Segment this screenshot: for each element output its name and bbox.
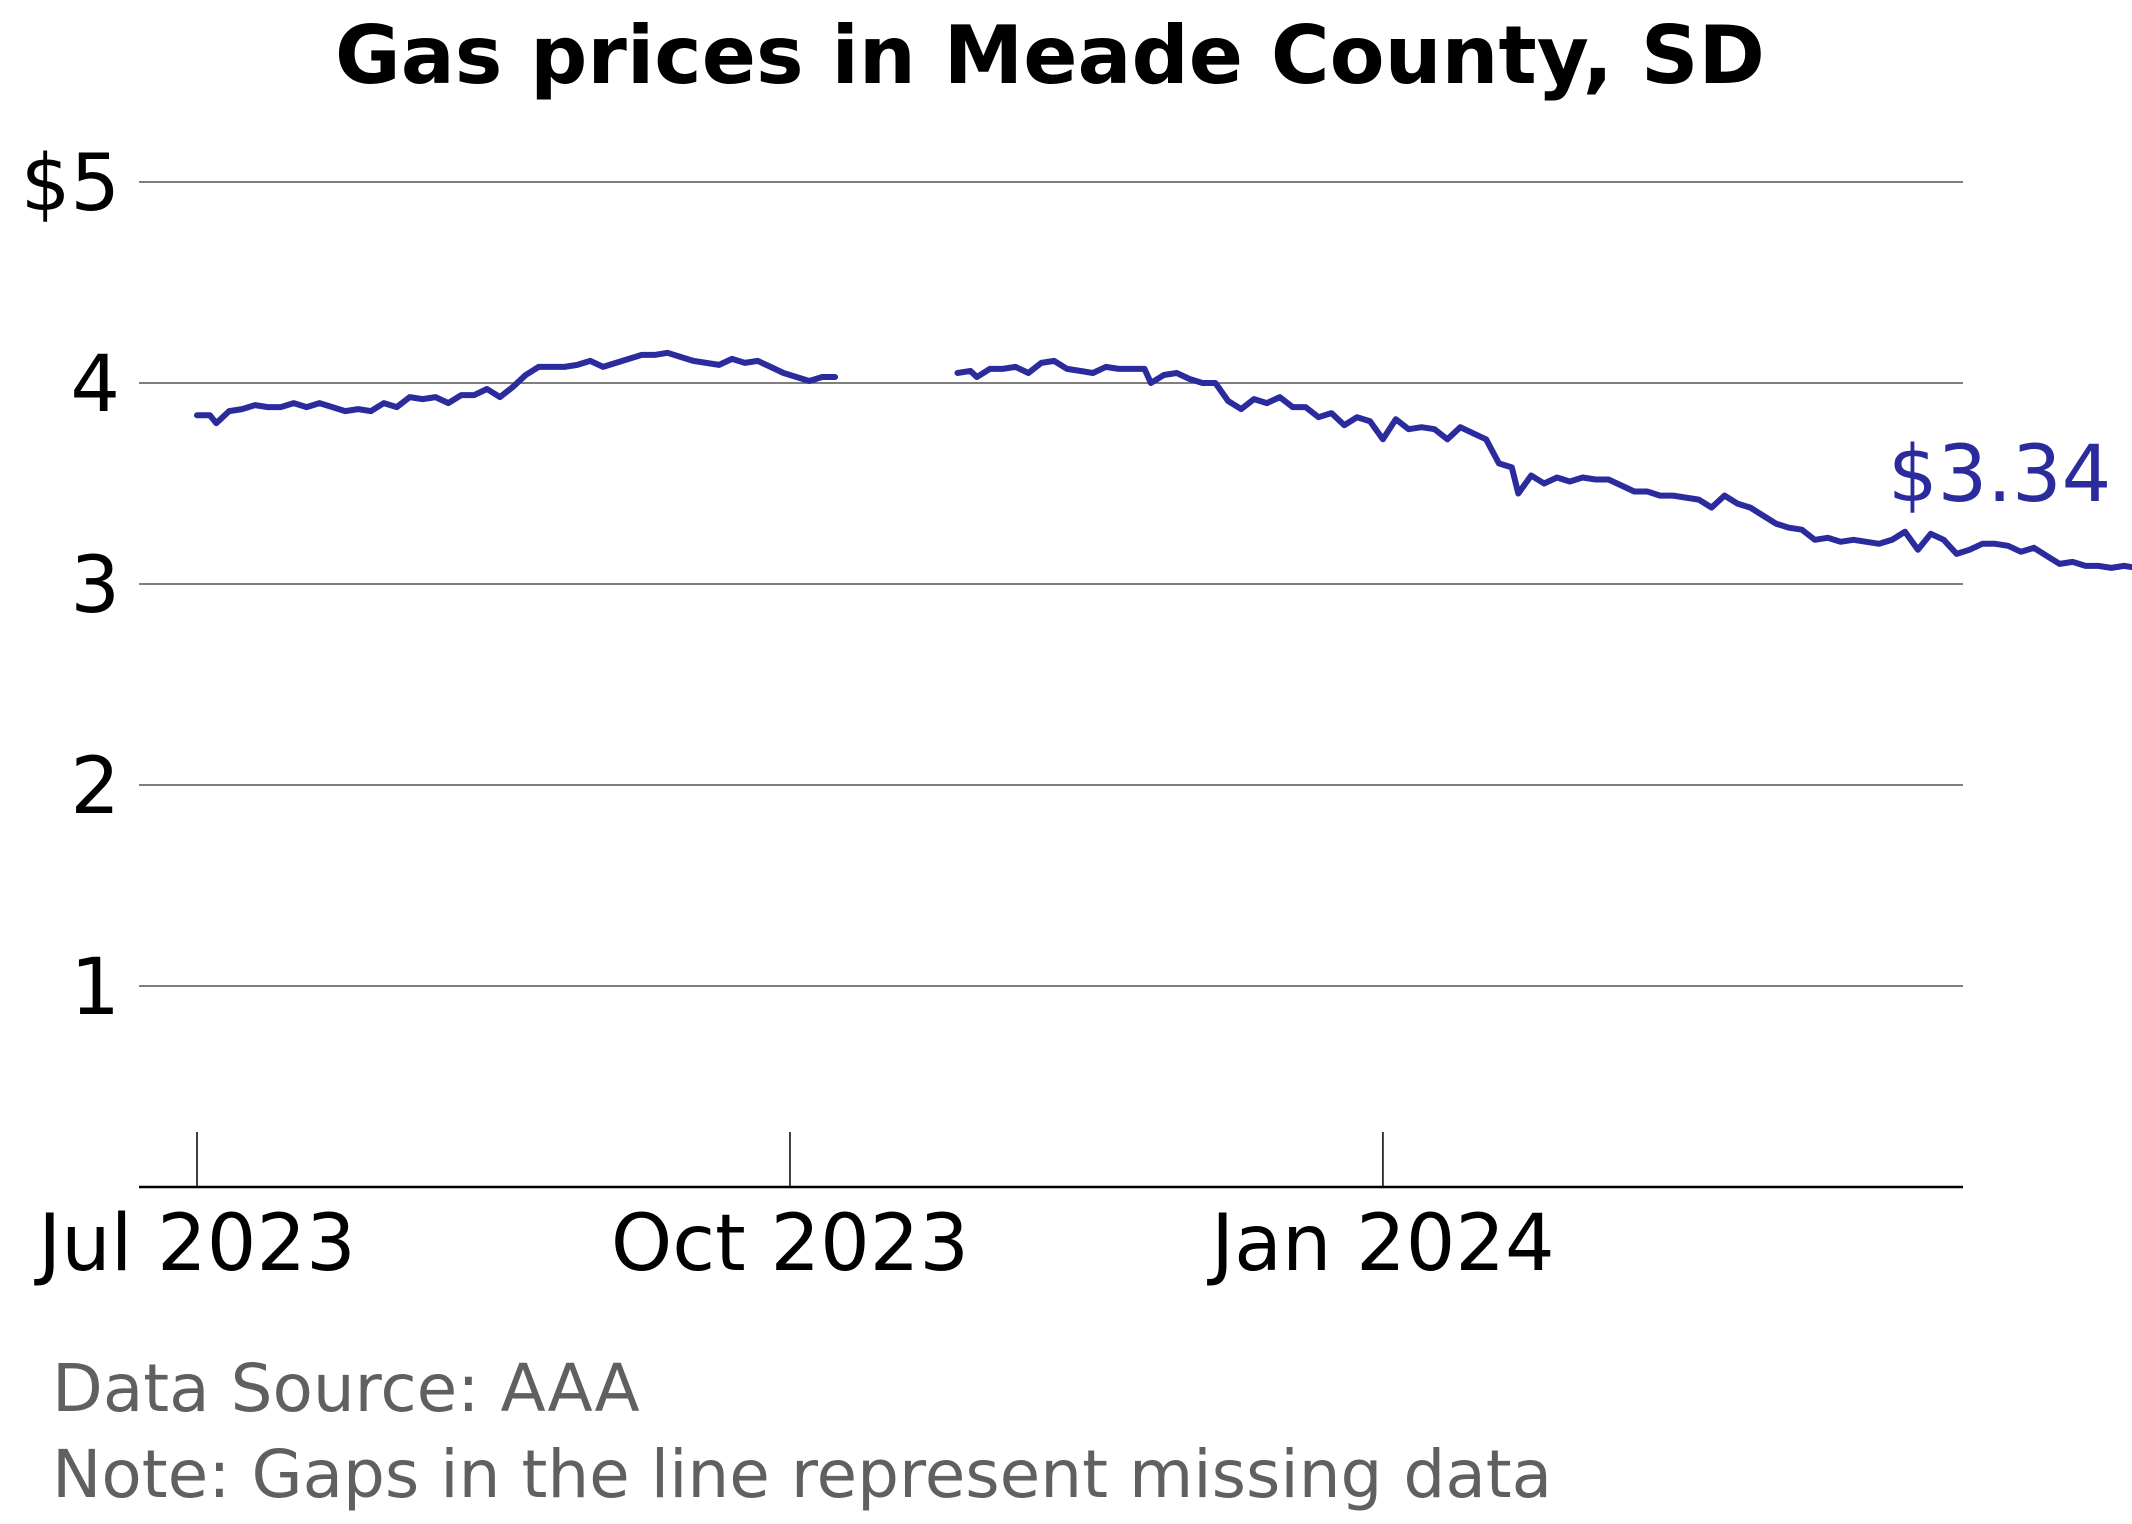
x-tick-label: Oct 2023 bbox=[611, 1199, 969, 1289]
y-tick-label: 4 bbox=[70, 340, 120, 430]
price-line bbox=[194, 349, 2132, 571]
series-line-segment bbox=[954, 357, 2132, 571]
y-tick-label: $5 bbox=[21, 139, 120, 229]
grid-lines bbox=[139, 181, 1963, 987]
note-text: Note: Gaps in the line represent missing… bbox=[52, 1436, 1553, 1513]
y-tick-label: 3 bbox=[70, 541, 120, 631]
y-axis: 1 2 3 4 $5 bbox=[21, 139, 120, 1033]
x-tick-label: Jan 2024 bbox=[1206, 1199, 1555, 1289]
last-value-label: $3.34 bbox=[1888, 430, 2111, 520]
series-line-segment bbox=[194, 349, 839, 427]
y-tick-label: 2 bbox=[70, 742, 120, 832]
x-axis: Jul 2023 Oct 2023 Jan 2024 bbox=[33, 1132, 1555, 1289]
y-tick-label: 1 bbox=[70, 943, 120, 1033]
x-tick-label: Jul 2023 bbox=[33, 1199, 355, 1289]
chart-title: Gas prices in Meade County, SD bbox=[335, 9, 1765, 102]
data-source-text: Data Source: AAA bbox=[52, 1350, 640, 1427]
